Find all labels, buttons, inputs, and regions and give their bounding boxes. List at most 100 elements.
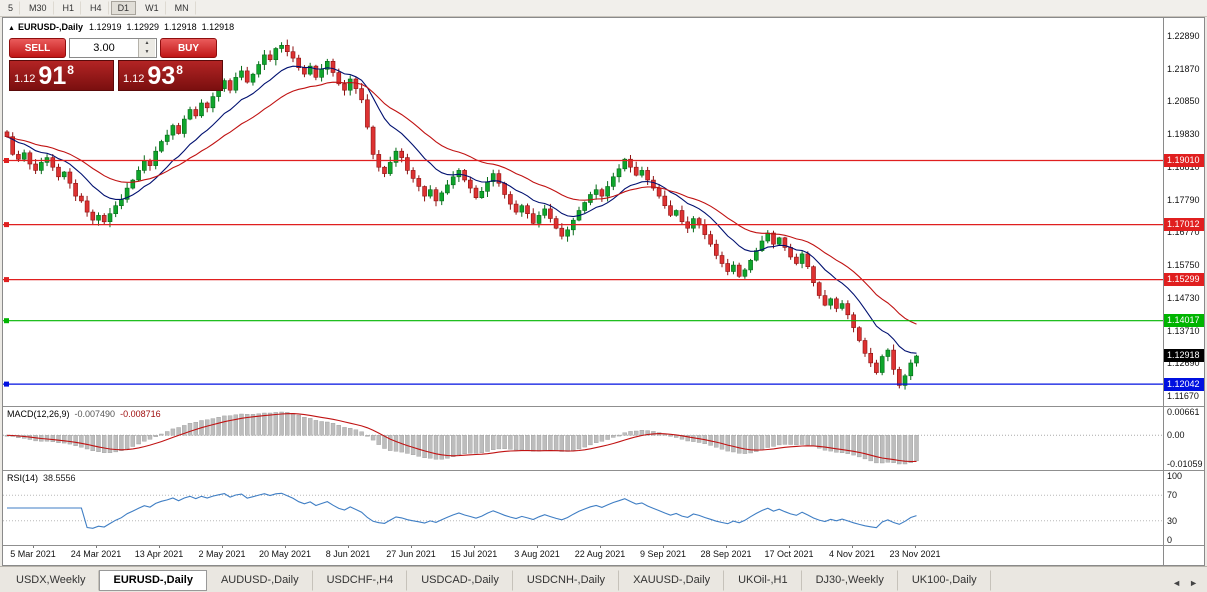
price-level-label: 1.12042	[1164, 378, 1204, 391]
time-axis-tick	[852, 545, 853, 548]
macd-pane-separator[interactable]	[3, 406, 1204, 407]
buy-price-prefix: 1.12	[123, 73, 145, 85]
rsi-pane-separator[interactable]	[3, 470, 1204, 471]
time-axis-tick	[915, 545, 916, 548]
chart-header: ▲ EURUSD-,Daily 1.12919 1.12929 1.12918 1.129…	[8, 22, 239, 32]
buy-button[interactable]: BUY	[160, 38, 217, 58]
rsi-pane-canvas[interactable]	[3, 471, 1163, 545]
time-axis-tick	[600, 545, 601, 548]
timeframe-button-5[interactable]: 5	[1, 1, 21, 15]
macd-axis-label: 0.00	[1167, 430, 1185, 440]
time-axis-label: 15 Jul 2021	[450, 549, 498, 559]
time-axis-tick	[96, 545, 97, 548]
time-axis-tick	[474, 545, 475, 548]
price-chart-canvas[interactable]	[3, 18, 1163, 405]
chart-symbol-label: EURUSD-,Daily	[17, 22, 83, 32]
rsi-label: RSI(14)	[7, 473, 39, 483]
chart-tab-xauusd-daily[interactable]: XAUUSD-,Daily	[619, 570, 725, 591]
timeframe-button-h4[interactable]: H4	[83, 1, 109, 15]
time-axis-label: 2 May 2021	[198, 549, 246, 559]
sell-price-big-digits: 91	[38, 62, 67, 90]
price-axis-label: 1.19830	[1167, 129, 1200, 139]
rsi-axis-label: 30	[1167, 516, 1178, 526]
chart-tab-usdx-weekly[interactable]: USDX,Weekly	[2, 570, 100, 591]
tabs-scroll-left-button[interactable]: ◄	[1172, 578, 1182, 588]
time-axis-label: 20 May 2021	[258, 549, 312, 559]
time-axis[interactable]: 5 Mar 2021 24 Mar 2021 13 Apr 2021 2 May 20…	[3, 545, 1163, 565]
time-axis-label: 23 Nov 2021	[889, 549, 941, 559]
price-axis-label: 1.11670	[1167, 391, 1199, 401]
macd-label: MACD(12,26,9)	[7, 409, 70, 419]
rsi-axis-label: 0	[1167, 535, 1173, 545]
chart-tab-ukoil-h1[interactable]: UKOil-,H1	[724, 570, 802, 591]
price-axis-label: 1.12690	[1167, 358, 1200, 368]
macd-value: -0.007490	[74, 409, 116, 419]
macd-axis-label: 0.00661	[1167, 407, 1200, 417]
price-axis-label: 1.14730	[1167, 293, 1200, 303]
price-axis-label: 1.18810	[1167, 162, 1200, 172]
time-axis-label: 3 Aug 2021	[514, 549, 560, 559]
time-axis-label: 13 Apr 2021	[134, 549, 184, 559]
time-axis-line	[3, 545, 1204, 546]
ohlc-close: 1.12918	[201, 22, 235, 32]
time-axis-label: 28 Sep 2021	[700, 549, 752, 559]
price-axis-label: 1.15750	[1167, 260, 1200, 270]
macd-pane-canvas[interactable]	[3, 407, 1163, 469]
volume-down-button[interactable]: ▼	[144, 49, 150, 55]
price-level-label: 1.14017	[1164, 314, 1204, 327]
timeframe-button-d1[interactable]: D1	[110, 1, 137, 15]
volume-spinner: ▲ ▼	[138, 39, 155, 57]
tabs-scroll-right-button[interactable]: ►	[1189, 578, 1198, 588]
ohlc-open: 1.12919	[88, 22, 122, 32]
time-axis-label: 24 Mar 2021	[70, 549, 122, 559]
price-axis[interactable]: 1.22890 1.21870 1.20850 1.19830 1.18810 1.177…	[1163, 18, 1204, 565]
chart-tabs: USDX,Weekly EURUSD-,Daily AUDUSD-,Daily USD…	[2, 570, 991, 591]
time-axis-tick	[537, 545, 538, 548]
current-price-label: 1.12918	[1164, 349, 1204, 362]
buy-price-pip: 8	[176, 63, 183, 77]
rsi-header: RSI(14) 38.5556	[7, 473, 76, 483]
chart-tab-usdcad-daily[interactable]: USDCAD-,Daily	[407, 570, 513, 591]
chart-tab-audusd-daily[interactable]: AUDUSD-,Daily	[207, 570, 313, 591]
rsi-value: 38.5556	[43, 473, 76, 483]
price-level-label: 1.19010	[1164, 154, 1204, 167]
buy-price-display[interactable]: 1.12 93 8	[118, 60, 223, 91]
rsi-axis-label: 70	[1167, 490, 1178, 500]
sell-price-pip: 8	[67, 63, 74, 77]
timeframe-button-h1[interactable]: H1	[56, 1, 82, 15]
time-axis-label: 4 Nov 2021	[828, 549, 876, 559]
chart-tab-eurusd-daily[interactable]: EURUSD-,Daily	[99, 570, 207, 591]
rsi-axis-label: 100	[1167, 471, 1183, 481]
ohlc-high: 1.12929	[126, 22, 160, 32]
ohlc-low: 1.12918	[164, 22, 197, 32]
time-axis-tick	[33, 545, 34, 548]
volume-up-button[interactable]: ▲	[144, 40, 150, 46]
sell-button[interactable]: SELL	[9, 38, 66, 58]
chart-tab-usdcnh-daily[interactable]: USDCNH-,Daily	[513, 570, 620, 591]
time-axis-tick	[285, 545, 286, 548]
timeframe-toolbar: 5 M30 H1 H4 D1 W1 MN	[0, 0, 1207, 17]
time-axis-tick	[789, 545, 790, 548]
price-axis-label: 1.22890	[1167, 31, 1200, 41]
volume-input[interactable]	[70, 39, 138, 57]
time-axis-label: 27 Jun 2021	[386, 549, 436, 559]
chart-tab-bar: USDX,Weekly EURUSD-,Daily AUDUSD-,Daily USD…	[0, 566, 1207, 592]
time-axis-tick	[726, 545, 727, 548]
price-axis-label: 1.17790	[1167, 195, 1200, 205]
macd-signal-value: -0.008716	[120, 409, 161, 419]
chart-tab-uk100-daily[interactable]: UK100-,Daily	[898, 570, 991, 591]
chart-tab-usdchf-h4[interactable]: USDCHF-,H4	[313, 570, 408, 591]
price-level-label: 1.15299	[1164, 273, 1204, 286]
timeframe-button-mn[interactable]: MN	[168, 1, 196, 15]
time-axis-tick	[411, 545, 412, 548]
chart-tab-dj30-weekly[interactable]: DJ30-,Weekly	[802, 570, 898, 591]
collapse-arrow-icon[interactable]: ▲	[8, 25, 15, 32]
timeframe-button-w1[interactable]: W1	[138, 1, 166, 15]
buy-price-big-digits: 93	[147, 62, 176, 90]
time-axis-tick	[348, 545, 349, 548]
sell-price-display[interactable]: 1.12 91 8	[9, 60, 114, 91]
timeframe-button-m30[interactable]: M30	[22, 1, 54, 15]
price-axis-label: 1.13710	[1167, 326, 1200, 336]
